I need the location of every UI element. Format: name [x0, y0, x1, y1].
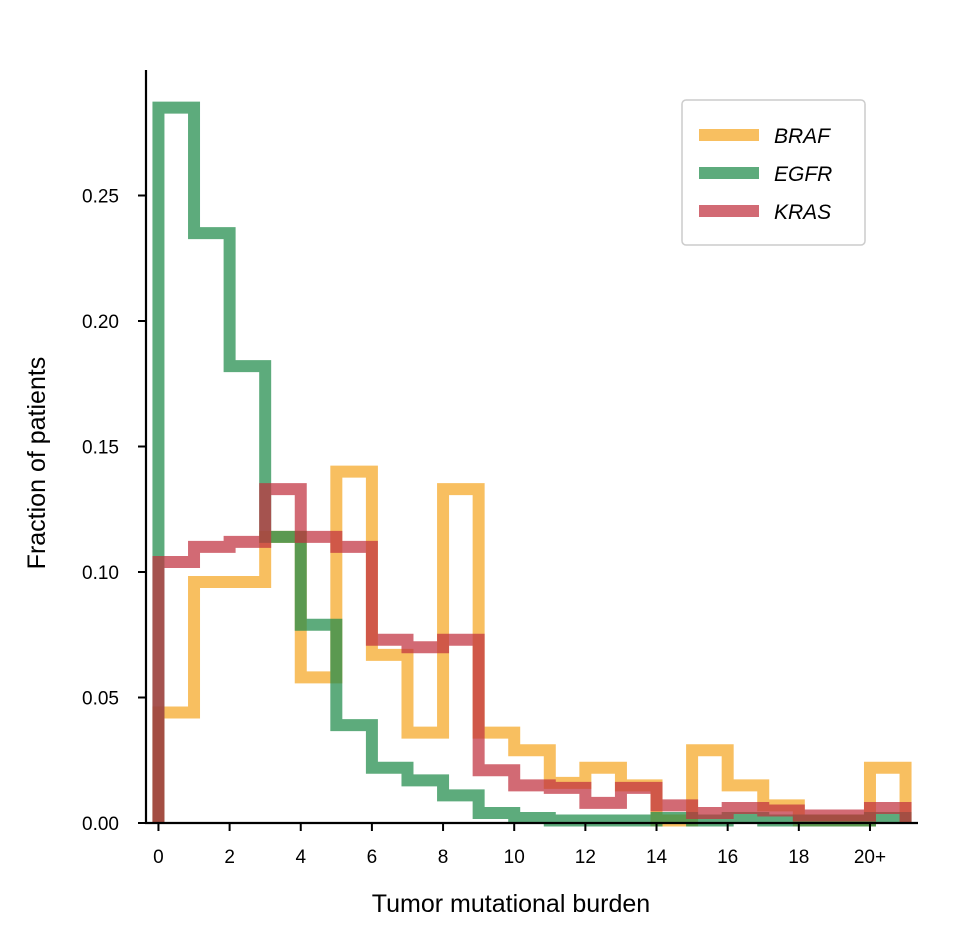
- y-axis-title: Fraction of patients: [23, 357, 51, 570]
- x-tick-label: 6: [367, 847, 378, 868]
- y-tick-label: 0.00: [82, 814, 119, 835]
- x-tick-label: 0: [153, 847, 164, 868]
- x-tick-label: 4: [295, 847, 306, 868]
- x-ticks: 0 2 4 6 8 10 12 14 16 18 20+: [153, 823, 886, 868]
- x-tick-label: 18: [788, 847, 809, 868]
- x-tick-label: 12: [575, 847, 596, 868]
- legend: BRAF EGFR KRAS: [681, 99, 866, 246]
- y-tick-label: 0.10: [82, 563, 119, 584]
- y-tick-label: 0.25: [82, 187, 119, 208]
- y-tick-label: 0.05: [82, 689, 119, 710]
- x-tick-label: 20+: [854, 847, 886, 868]
- series-egfr-line: [152, 101, 912, 827]
- series-kras-line: [152, 483, 912, 823]
- x-tick-label: 16: [717, 847, 738, 868]
- x-tick-label: 10: [504, 847, 525, 868]
- legend-label-egfr: EGFR: [774, 163, 832, 186]
- y-ticks: 0.00 0.05 0.10 0.15 0.20 0.25: [82, 187, 146, 835]
- legend-label-kras: KRAS: [774, 201, 831, 224]
- x-tick-label: 14: [646, 847, 668, 868]
- y-tick-label: 0.20: [82, 312, 119, 333]
- x-tick-label: 8: [438, 847, 449, 868]
- y-tick-label: 0.15: [82, 438, 119, 459]
- legend-label-braf: BRAF: [774, 125, 831, 148]
- series-layer: [152, 101, 912, 827]
- x-tick-label: 2: [224, 847, 235, 868]
- x-axis-title: Tumor mutational burden: [372, 890, 650, 918]
